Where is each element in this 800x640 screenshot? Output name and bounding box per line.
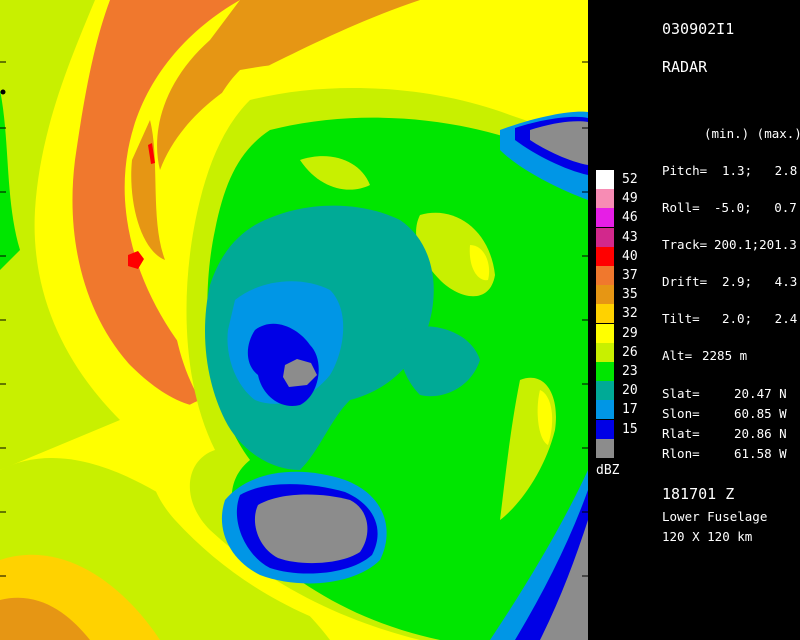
slat-label: Slat= bbox=[662, 386, 700, 401]
scale-label: 20 bbox=[622, 383, 638, 399]
time-stamp: 181701 Z bbox=[662, 485, 735, 503]
map-extent: 120 X 120 km bbox=[662, 529, 753, 544]
scale-swatch bbox=[596, 342, 614, 362]
scale-label: 49 bbox=[622, 191, 638, 207]
scale-label: 23 bbox=[622, 364, 638, 379]
scale-label: 40 bbox=[622, 248, 638, 264]
sensor-name: Lower Fuselage bbox=[662, 509, 768, 524]
product-name: RADAR bbox=[662, 58, 708, 76]
scale-swatch bbox=[596, 304, 614, 324]
scale-swatch bbox=[596, 323, 614, 343]
scale-swatch bbox=[596, 400, 614, 420]
drift-label: Drift= bbox=[662, 274, 708, 289]
drift-value: 2.9; 4.3 bbox=[722, 274, 798, 289]
scale-label: 17 bbox=[622, 402, 638, 418]
scale-swatch bbox=[596, 362, 614, 381]
roll-label: Roll= bbox=[662, 200, 700, 215]
tilt-label: Tilt= bbox=[662, 311, 700, 326]
tilt-value: 2.0; 2.4 bbox=[722, 311, 798, 326]
scale-swatch bbox=[596, 170, 614, 189]
image-id: 030902I1 bbox=[662, 20, 735, 38]
pitch-label: Pitch= bbox=[662, 163, 708, 178]
scale-label: 46 bbox=[622, 210, 638, 226]
scale-unit: dBZ bbox=[596, 463, 620, 478]
rlon-label: Rlon= bbox=[662, 446, 700, 461]
scale-label: 52 bbox=[622, 172, 638, 187]
scale-label: 32 bbox=[622, 306, 638, 322]
slon-label: Slon= bbox=[662, 406, 700, 421]
scale-label: 29 bbox=[622, 325, 638, 341]
slat-value: 20.47 N bbox=[734, 386, 787, 401]
scale-swatch bbox=[596, 208, 614, 228]
scale-label: 15 bbox=[622, 421, 638, 437]
radar-reflectivity-map bbox=[0, 0, 588, 640]
scale-label: 26 bbox=[622, 344, 638, 360]
track-label: Track= bbox=[662, 237, 708, 252]
scale-swatch bbox=[596, 227, 614, 247]
scale-swatch bbox=[596, 266, 614, 285]
scale-label: 35 bbox=[622, 287, 638, 303]
rlon-value: 61.58 W bbox=[734, 446, 787, 461]
scale-swatch bbox=[596, 419, 614, 439]
scale-label: 43 bbox=[622, 229, 638, 245]
scale-swatch bbox=[596, 381, 614, 401]
scale-swatch bbox=[596, 438, 614, 458]
scale-swatch bbox=[596, 285, 614, 305]
altitude-value: 2285 m bbox=[702, 348, 748, 363]
scale-swatch bbox=[596, 189, 614, 209]
roll-value: -5.0; 0.7 bbox=[714, 200, 797, 215]
rlat-label: Rlat= bbox=[662, 426, 700, 441]
slon-value: 60.85 W bbox=[734, 406, 787, 421]
minmax-label: (min.) (max.) bbox=[704, 126, 800, 141]
scale-swatch bbox=[596, 246, 614, 266]
altitude-label: Alt= bbox=[662, 348, 693, 363]
pitch-value: 1.3; 2.8 bbox=[722, 163, 798, 178]
track-value: 200.1;201.3 bbox=[714, 237, 797, 252]
scale-label: 37 bbox=[622, 268, 638, 283]
rlat-value: 20.86 N bbox=[734, 426, 787, 441]
